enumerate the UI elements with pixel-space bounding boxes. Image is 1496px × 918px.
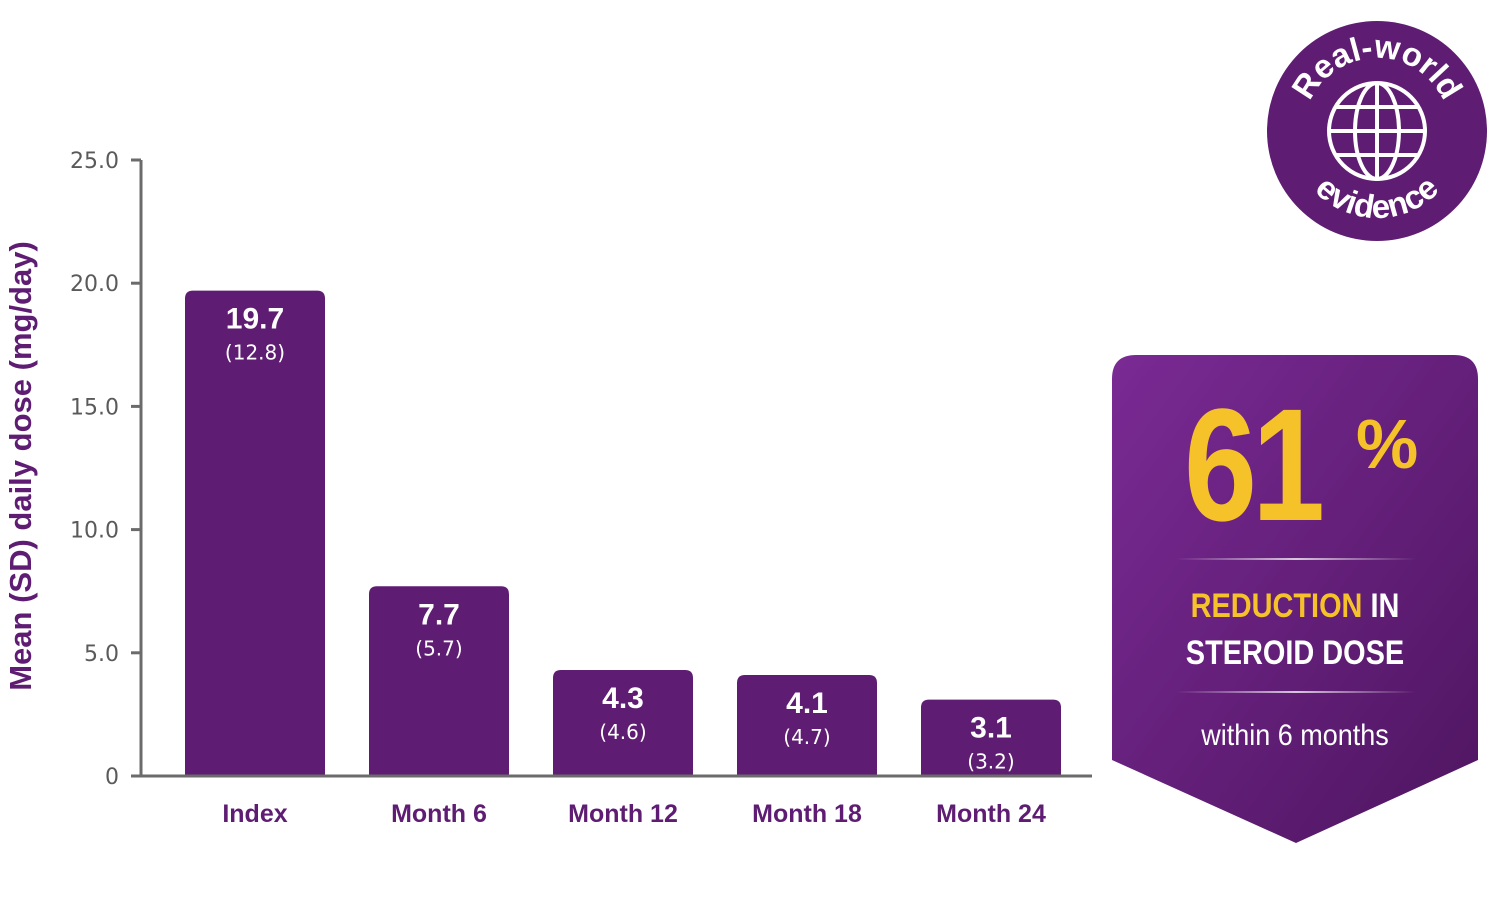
bar-sd-label: (3.2) (967, 750, 1014, 774)
y-tick-label: 15.0 (70, 395, 119, 420)
bar-value-label: 3.1 (970, 712, 1012, 745)
bar-value-label: 19.7 (226, 303, 284, 336)
bar-sd-label: (4.7) (783, 725, 830, 749)
y-tick-label: 5.0 (84, 642, 119, 667)
y-axis-title: Mean (SD) daily dose (mg/day) (3, 241, 38, 691)
bar-value-label: 7.7 (418, 598, 460, 631)
reduction-percent-value: 61 (1184, 375, 1325, 554)
callout-headline-line1: REDUCTION IN (1190, 587, 1400, 625)
callout-shape (1112, 355, 1478, 843)
x-category-label: Month 24 (936, 800, 1046, 828)
bars-group: 19.7 (12.8) Index 7.7 (5.7) Month 6 4.3 (4.6) Mo… (185, 290, 1061, 828)
real-world-evidence-badge: Real-world evidence (1266, 20, 1488, 242)
reduction-callout: 61 % REDUCTION IN STEROID DOSE within 6 … (1110, 355, 1480, 845)
bar-value-label: 4.3 (602, 682, 644, 715)
y-tick-label: 20.0 (70, 272, 119, 297)
y-tick-label: 10.0 (70, 519, 119, 544)
x-category-label: Index (222, 800, 287, 828)
bar-sd-label: (12.8) (225, 341, 285, 365)
globe-icon (1327, 81, 1427, 181)
bar (185, 290, 325, 776)
bar (737, 674, 877, 776)
callout-divider-bottom (1176, 691, 1416, 693)
bar-sd-label: (4.6) (599, 720, 646, 744)
y-axis-ticks: 0 5.0 10.0 15.0 20.0 25.0 (70, 149, 141, 790)
callout-divider-top (1176, 558, 1416, 560)
bar (369, 586, 509, 776)
bar-value-label: 4.1 (786, 687, 828, 720)
bar-chart: Mean (SD) daily dose (mg/day) 0 5.0 10.0 15… (3, 149, 1092, 828)
callout-subtext: within 6 months (1201, 719, 1389, 752)
callout-headline-line2: STEROID DOSE (1185, 634, 1405, 672)
x-category-label: Month 12 (568, 800, 678, 828)
y-tick-label: 0 (105, 765, 119, 790)
x-category-label: Month 18 (752, 800, 862, 828)
percent-sign: % (1356, 405, 1419, 483)
bar-sd-label: (5.7) (415, 636, 462, 660)
bar (553, 670, 693, 776)
x-category-label: Month 6 (391, 800, 487, 828)
bar (921, 699, 1061, 776)
y-tick-label: 25.0 (70, 149, 119, 174)
y-axis-label: Mean (SD) daily dose (mg/day) (3, 241, 38, 691)
